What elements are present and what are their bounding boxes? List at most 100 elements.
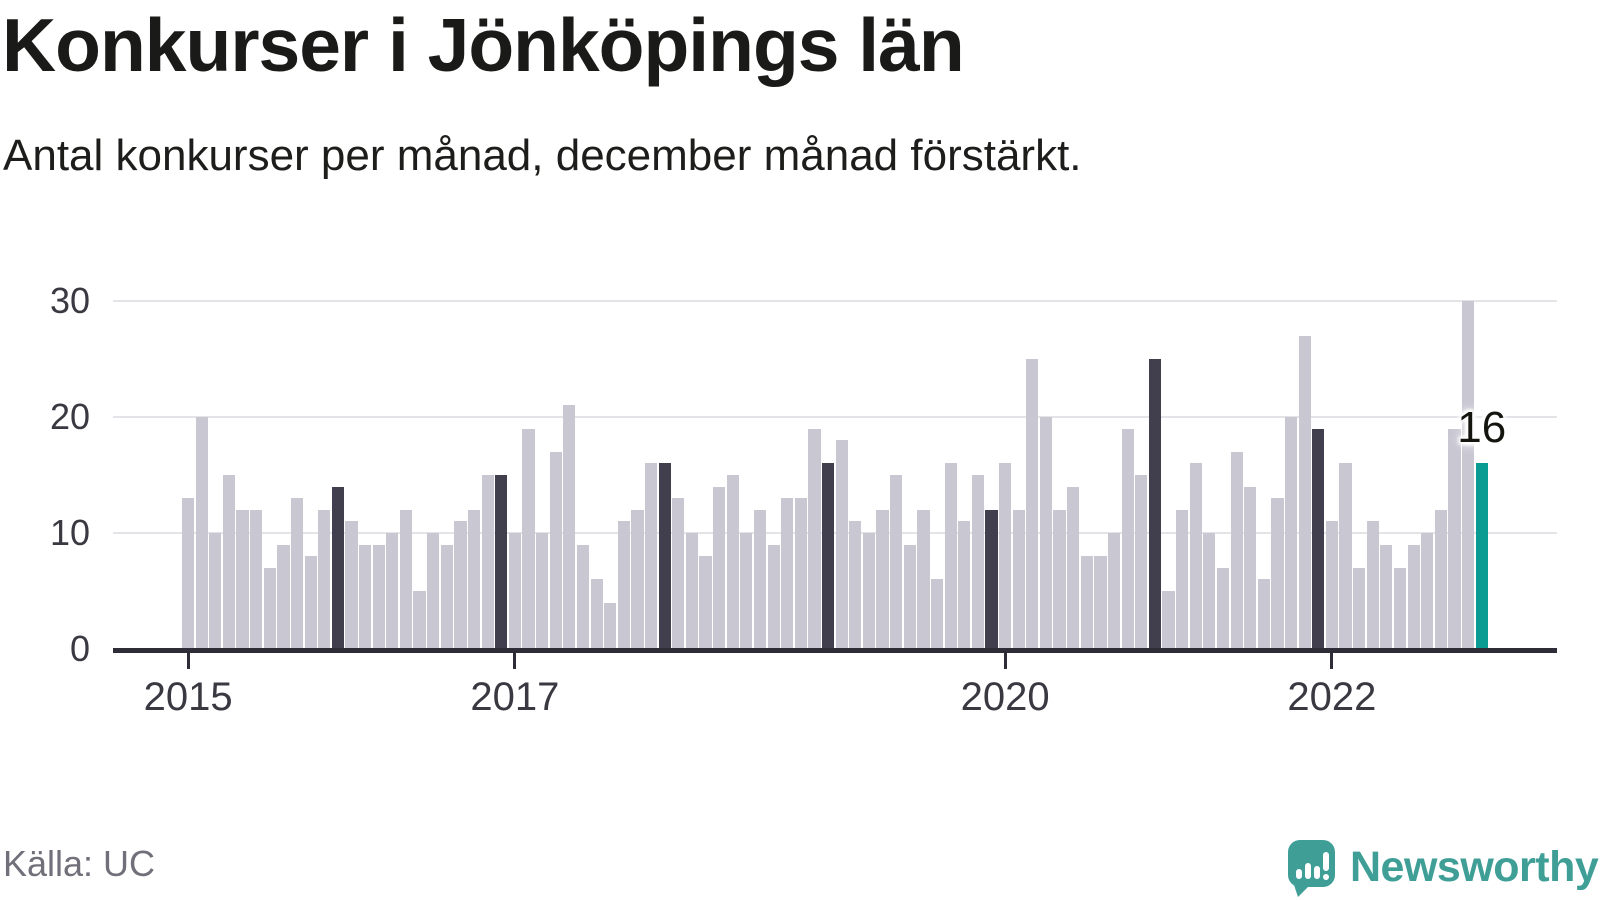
x-axis-line <box>113 648 1557 653</box>
bar <box>1230 451 1243 649</box>
bar <box>685 533 699 649</box>
bar <box>1448 428 1461 649</box>
bar <box>767 544 780 649</box>
x-axis-tick <box>186 652 190 669</box>
bar <box>726 475 739 649</box>
exclamation-icon <box>1323 852 1329 871</box>
bar <box>1353 567 1366 649</box>
bar <box>1393 567 1407 649</box>
bar <box>740 533 753 649</box>
bar <box>1189 463 1202 649</box>
bar <box>263 567 276 649</box>
bar <box>536 533 549 649</box>
bar <box>522 428 535 649</box>
bar <box>277 544 290 649</box>
bar <box>1121 428 1134 649</box>
bar <box>318 509 331 649</box>
bar <box>903 544 916 649</box>
bar-december <box>331 486 344 649</box>
bar <box>835 440 848 649</box>
bar <box>1380 544 1393 649</box>
bar <box>1434 509 1447 649</box>
gridline <box>113 532 1557 534</box>
x-axis-tick <box>1330 652 1334 669</box>
bar <box>631 509 644 649</box>
bar <box>195 417 208 649</box>
bar <box>454 521 467 649</box>
bar <box>1339 463 1352 649</box>
bar <box>644 463 658 649</box>
bar <box>971 475 984 649</box>
bar-december <box>985 509 998 649</box>
bar <box>250 509 263 649</box>
y-axis-label: 0 <box>69 628 90 669</box>
bar <box>794 498 807 649</box>
bar <box>549 451 562 649</box>
bar <box>781 498 794 649</box>
bar <box>999 463 1012 649</box>
bar <box>1216 567 1230 649</box>
newsworthy-logo[interactable]: Newsworthy <box>1288 838 1599 900</box>
gridline <box>113 300 1557 302</box>
x-axis-year-label: 2015 <box>143 675 233 719</box>
bar <box>699 556 712 649</box>
bar-december <box>495 475 508 649</box>
bar <box>576 544 590 649</box>
chart-bar-icon <box>1305 863 1311 879</box>
bar <box>1107 533 1121 649</box>
bar <box>209 533 222 649</box>
bar <box>930 579 944 649</box>
bar <box>1461 301 1475 649</box>
bar <box>1421 533 1434 649</box>
x-axis-tick <box>513 652 517 669</box>
bar <box>617 521 630 649</box>
bar <box>917 509 930 649</box>
bar <box>1176 509 1189 649</box>
bar <box>890 475 903 649</box>
x-axis-year-label: 2022 <box>1287 675 1377 719</box>
gridline <box>113 416 1557 418</box>
bar <box>604 602 617 649</box>
bar <box>440 544 453 649</box>
bar <box>427 533 440 649</box>
newsworthy-wordmark: Newsworthy <box>1350 843 1599 891</box>
bar <box>345 521 358 649</box>
bar <box>359 544 372 649</box>
bar <box>808 428 821 649</box>
bar <box>590 579 603 649</box>
bar <box>1203 533 1216 649</box>
bar-december <box>1312 428 1325 649</box>
bar <box>413 591 426 649</box>
bar <box>1012 509 1025 649</box>
bar <box>1271 498 1284 649</box>
y-axis-label: 10 <box>49 512 90 553</box>
bar-latest <box>1475 463 1488 649</box>
exclamation-dot-icon <box>1323 874 1329 880</box>
bar <box>1067 486 1080 649</box>
bar <box>290 498 304 649</box>
bar <box>1094 556 1107 649</box>
bar <box>386 533 399 649</box>
bar <box>944 463 957 649</box>
bar <box>876 509 889 649</box>
bar-december <box>658 463 671 649</box>
y-axis-label: 20 <box>49 396 90 437</box>
bar <box>672 498 685 649</box>
source-note: Källa: UC <box>3 843 156 884</box>
bar <box>481 475 494 649</box>
bar <box>958 521 971 649</box>
chart-subtitle: Antal konkurser per månad, december måna… <box>3 131 1082 180</box>
bar <box>1325 521 1338 649</box>
bar <box>1135 475 1148 649</box>
bar <box>399 509 413 649</box>
chart-bar-icon <box>1296 869 1302 879</box>
bar <box>222 475 236 649</box>
bar <box>372 544 385 649</box>
chart-title: Konkurser i Jönköpings län <box>2 3 965 87</box>
bar <box>1039 417 1053 649</box>
x-axis-year-label: 2020 <box>960 675 1050 719</box>
newsworthy-logo-icon <box>1288 840 1335 897</box>
bar <box>1366 521 1379 649</box>
